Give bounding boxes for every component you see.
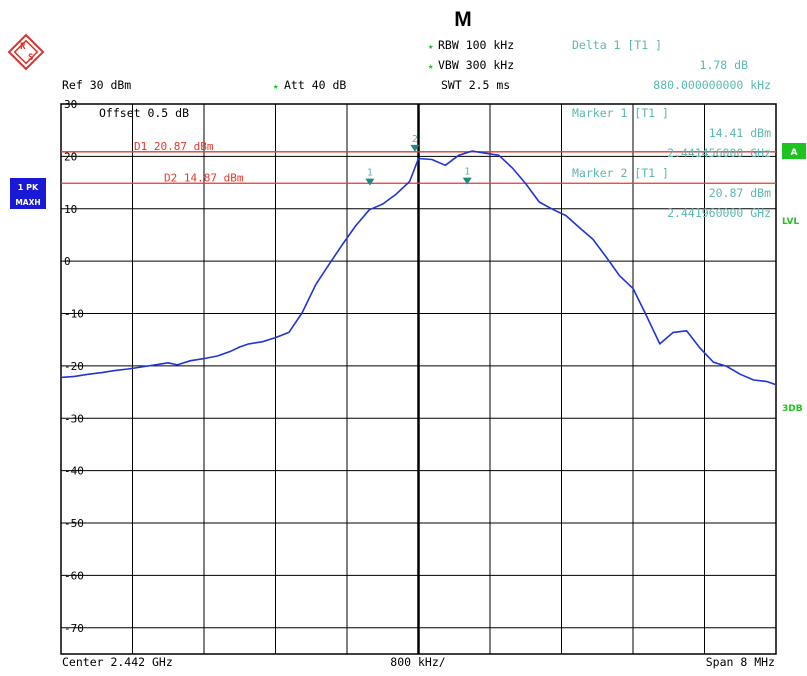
a-badge-label: A xyxy=(791,148,798,158)
y-tick-label: -60 xyxy=(64,569,84,582)
att-star-icon: ★ xyxy=(273,82,279,92)
logo-letter-s-icon: S xyxy=(28,53,33,63)
per-division-label: 800 kHz/ xyxy=(390,655,445,669)
marker-number: 1 xyxy=(367,168,373,179)
delta-title: Delta 1 [T1 ] xyxy=(572,38,662,52)
display-lines: D1 20.87 dBm D2 14.87 dBm xyxy=(61,140,776,184)
detector-label: MAXH xyxy=(15,198,40,207)
marker-2-level: 20.87 dBm xyxy=(709,186,771,200)
y-tick-label: 30 xyxy=(64,98,77,111)
rohde-schwarz-logo-icon xyxy=(7,33,45,71)
marker-1-title: Marker 1 [T1 ] xyxy=(572,106,669,120)
marker-triangle-icon xyxy=(462,177,472,185)
trace-1-maxhold xyxy=(60,150,777,386)
att-label: Att 40 dB xyxy=(284,78,346,92)
logo-letter-r-icon: R xyxy=(20,42,26,52)
display-line-label: D2 14.87 dBm xyxy=(164,171,244,184)
3db-label: 3DB xyxy=(782,404,803,414)
y-tick-label: -20 xyxy=(64,360,84,373)
y-tick-label: -10 xyxy=(64,308,84,321)
ref-label: Ref 30 dBm xyxy=(62,78,131,92)
y-tick-label: 0 xyxy=(64,255,71,268)
trace-label: 1 PK xyxy=(18,183,39,192)
a-badge-box xyxy=(782,143,806,159)
swt-label: SWT 2.5 ms xyxy=(441,78,510,92)
marker-1-frequency: 2.441456000 GHz xyxy=(667,146,771,160)
center-frequency-label: Center 2.442 GHz xyxy=(62,655,173,669)
y-tick-label: -40 xyxy=(64,465,84,478)
delta-value: 1.78 dB xyxy=(700,58,749,72)
marker-triangle-icon xyxy=(410,144,420,152)
y-tick-label: -50 xyxy=(64,517,84,530)
marker-2-title: Marker 2 [T1 ] xyxy=(572,166,669,180)
marker-2-frequency: 2.441960000 GHz xyxy=(667,206,771,220)
vbw-star-icon: ★ xyxy=(428,62,434,72)
plot-grid xyxy=(61,104,776,654)
display-line-label: D1 20.87 dBm xyxy=(134,140,214,153)
trace-label-box xyxy=(10,178,46,209)
mode-letter: M xyxy=(454,8,472,31)
offset-label: Offset 0.5 dB xyxy=(99,106,189,120)
vbw-label: VBW 300 kHz xyxy=(438,58,514,72)
marker-1-level: 14.41 dBm xyxy=(709,126,771,140)
span-label: Span 8 MHz xyxy=(706,655,775,669)
marker-symbols: 1 2 1 xyxy=(365,134,472,186)
y-tick-labels: 30 20 10 0 -10 -20 -30 -40 -50 -60 -70 xyxy=(64,98,84,635)
rbw-label: RBW 100 kHz xyxy=(438,38,514,52)
marker-number: 2 xyxy=(412,134,418,145)
y-tick-label: -30 xyxy=(64,412,84,425)
delta-frequency: 880.000000000 kHz xyxy=(653,78,771,92)
marker-number: 1 xyxy=(464,167,470,178)
y-tick-label: 10 xyxy=(64,203,77,216)
y-tick-label: 20 xyxy=(64,150,77,163)
y-tick-label: -70 xyxy=(64,622,84,635)
rbw-star-icon: ★ xyxy=(428,42,434,52)
marker-triangle-icon xyxy=(365,178,375,186)
lvl-label: LVL xyxy=(782,217,799,227)
